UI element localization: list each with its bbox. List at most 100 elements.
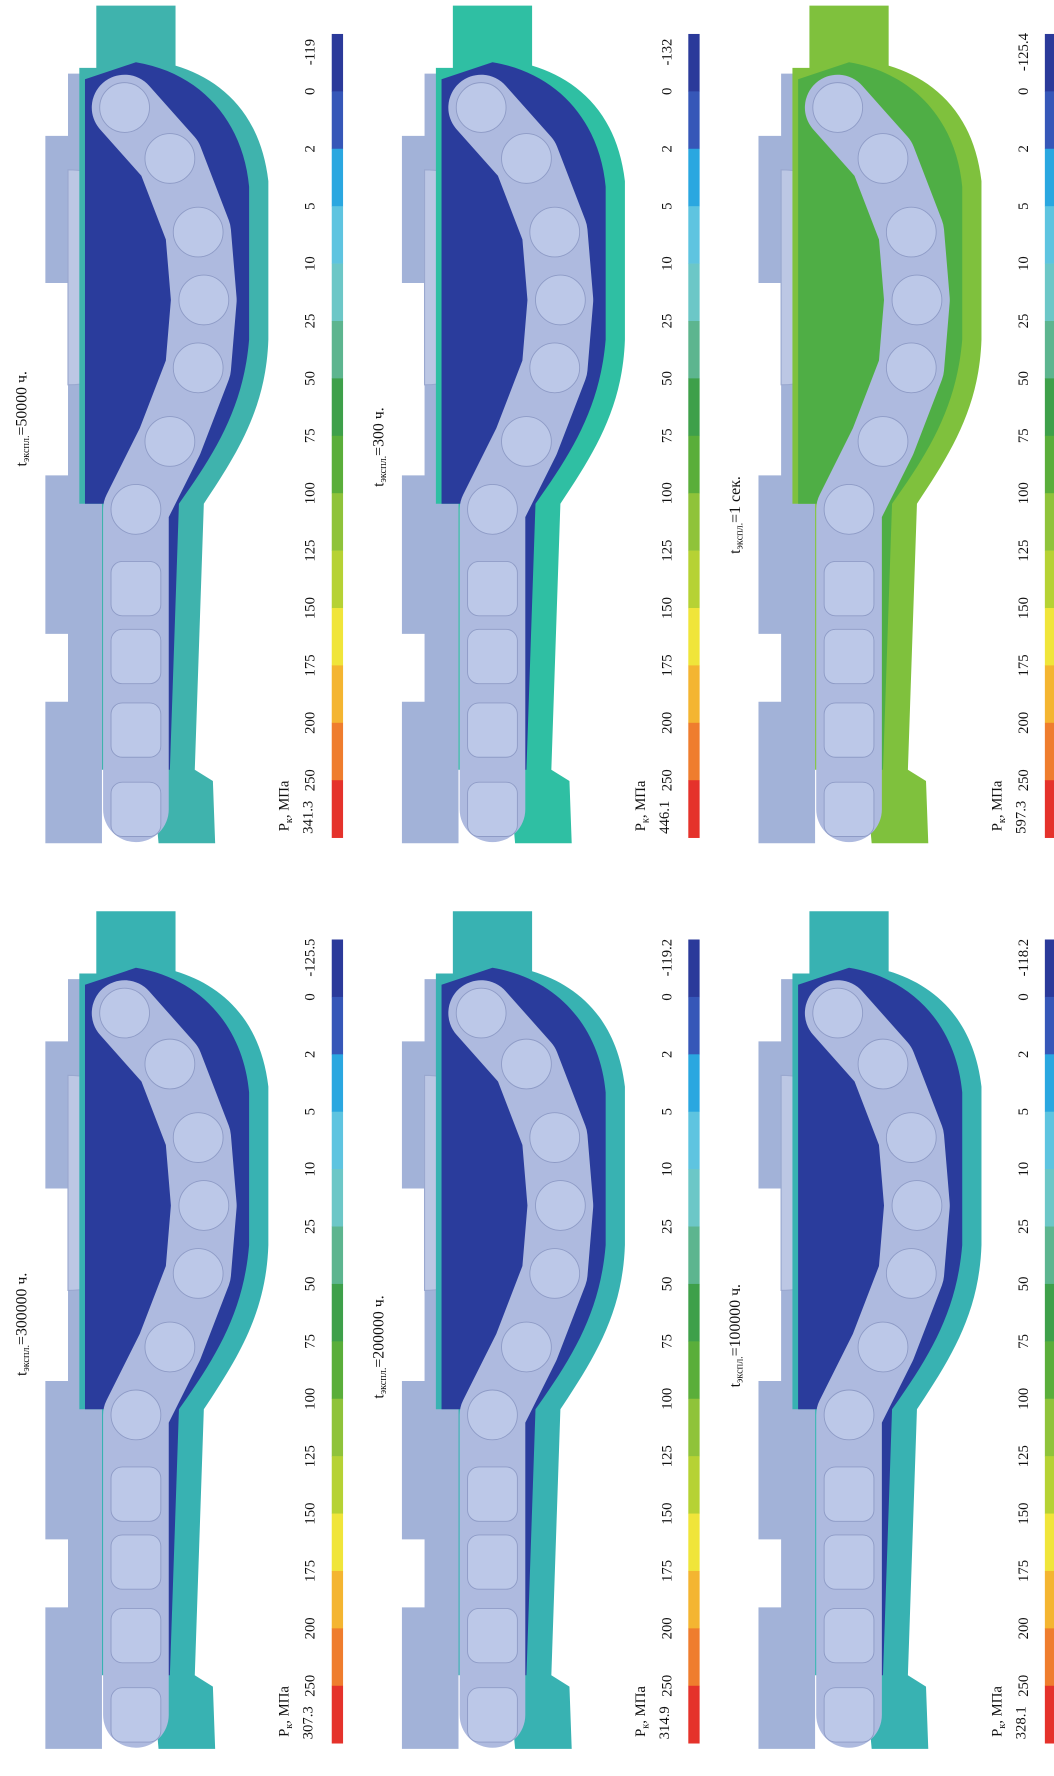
colorbar-segment — [688, 665, 699, 723]
panel-title-symbol: t — [13, 462, 30, 467]
slot — [824, 629, 874, 683]
colorbar-label-text: , МПа — [633, 1686, 649, 1724]
colorbar-segment — [688, 1456, 699, 1514]
colorbar-tick-label: 25 — [659, 1219, 675, 1234]
panel-title-subscript: экспл. — [735, 1356, 746, 1383]
colorbar-max: 446.1 — [657, 801, 673, 834]
colorbar-segment — [688, 1112, 699, 1170]
colorbar-segment — [688, 780, 699, 838]
colorbar-segment — [1045, 997, 1054, 1055]
colorbar-tick-label: 10 — [303, 256, 319, 271]
panel-title: tэкспл.=300 ч. — [370, 407, 389, 487]
slot — [111, 1467, 161, 1521]
colorbar-label-subscript: к — [641, 1724, 652, 1729]
colorbar-segment — [688, 723, 699, 781]
colorbar-tick-label: 175 — [659, 1560, 675, 1582]
blade-hole — [468, 484, 518, 534]
colorbar-segment — [332, 1456, 343, 1514]
colorbar-tick-label: 10 — [1016, 256, 1032, 271]
panel-title: tэкспл.=100000 ч. — [726, 1284, 745, 1387]
colorbar-tick-label: 150 — [659, 1503, 675, 1525]
blade-hole — [111, 1390, 161, 1440]
colorbar-segment — [688, 1054, 699, 1112]
panel-title-symbol: t — [370, 1394, 387, 1399]
colorbar-tick-label: 200 — [659, 712, 675, 734]
colorbar-tick-label: 2 — [1016, 1051, 1032, 1058]
blade-hole — [456, 83, 506, 133]
colorbar-tick-label: 250 — [1016, 769, 1032, 791]
colorbar-tick-label: 50 — [659, 1277, 675, 1292]
colorbar-tick-label: 5 — [303, 202, 319, 209]
colorbar-tick-label: 175 — [303, 654, 319, 676]
colorbar-segment — [688, 1284, 699, 1342]
colorbar-tick-label: 150 — [1016, 597, 1032, 619]
colorbar-label-text: , МПа — [633, 780, 649, 818]
colorbar-segment — [332, 551, 343, 609]
colorbar-tick-label: 100 — [659, 1388, 675, 1410]
colorbar-label-symbol: P — [633, 823, 649, 831]
colorbar-tick-label: 75 — [659, 1334, 675, 1349]
panel-title: tэкспл.=50000 ч. — [13, 371, 32, 466]
colorbar-segment — [332, 264, 343, 322]
panel-title-symbol: t — [726, 1382, 743, 1387]
blade-hole — [502, 417, 552, 467]
colorbar-tick-label: 125 — [659, 1445, 675, 1467]
colorbar-segment — [688, 91, 699, 149]
blade-hole — [535, 275, 585, 325]
colorbar-tick-label: 25 — [1016, 314, 1032, 329]
colorbar-segment — [1045, 1112, 1054, 1170]
colorbar-segment — [1045, 1628, 1054, 1686]
panel-title-symbol: t — [13, 1371, 30, 1376]
colorbar-segment — [332, 1514, 343, 1572]
colorbar-min: -118.2 — [1016, 939, 1032, 976]
colorbar-segment — [1045, 1686, 1054, 1744]
slot — [111, 629, 161, 683]
colorbar-segment — [332, 149, 343, 207]
panel: tэкспл.=100000 ч.02510255075100125150175… — [726, 911, 1054, 1749]
panel: tэкспл.=300000 ч.02510255075100125150175… — [13, 911, 343, 1749]
blade-hole — [173, 1113, 223, 1163]
colorbar-tick-label: 25 — [303, 1219, 319, 1234]
colorbar-tick-label: 125 — [1016, 1445, 1032, 1467]
colorbar-segment — [332, 1169, 343, 1227]
slot — [468, 561, 518, 615]
colorbar-tick-label: 5 — [1016, 1108, 1032, 1115]
colorbar-tick-label: 2 — [1016, 145, 1032, 152]
colorbar-segment — [332, 493, 343, 551]
colorbar-label: Pк, МПа — [277, 1686, 295, 1737]
colorbar-segment — [1045, 34, 1054, 92]
colorbar-segment — [332, 1112, 343, 1170]
blade-hole — [173, 343, 223, 393]
colorbar-max: 314.9 — [657, 1706, 673, 1739]
colorbar-segment — [1045, 206, 1054, 264]
colorbar-label-subscript: к — [641, 818, 652, 823]
colorbar-segment — [332, 206, 343, 264]
slot — [468, 629, 518, 683]
colorbar-segment — [688, 149, 699, 207]
colorbar-segment — [1045, 378, 1054, 436]
panel-title: tэкспл.=1 сек. — [726, 476, 745, 554]
colorbar-segment — [332, 1571, 343, 1629]
panel-title-text: =300 ч. — [370, 407, 387, 456]
colorbar-label-subscript: к — [997, 818, 1008, 823]
colorbar-segment — [688, 997, 699, 1055]
panel-title: tэкспл.=200000 ч. — [370, 1295, 389, 1398]
slot — [468, 1467, 518, 1521]
colorbar-tick-label: 0 — [303, 993, 319, 1000]
colorbar-label-text: , МПа — [277, 1686, 293, 1724]
colorbar-tick-label: 50 — [303, 371, 319, 386]
colorbar-segment — [332, 1686, 343, 1744]
colorbar-tick-label: 200 — [303, 1617, 319, 1639]
colorbar-min: -119.2 — [659, 939, 675, 976]
blade-hole — [530, 1113, 580, 1163]
blade-hole — [145, 1039, 195, 1089]
colorbar-label-subscript: к — [997, 1724, 1008, 1729]
blade-hole — [892, 1181, 942, 1231]
panel-title-text: =50000 ч. — [13, 371, 30, 435]
colorbar-segment — [332, 91, 343, 149]
colorbar-tick-label: 50 — [659, 371, 675, 386]
blade-hole — [111, 484, 161, 534]
colorbar-segment — [1045, 551, 1054, 609]
colorbar-label-text: , МПа — [990, 780, 1006, 818]
blade-hole — [468, 1390, 518, 1440]
